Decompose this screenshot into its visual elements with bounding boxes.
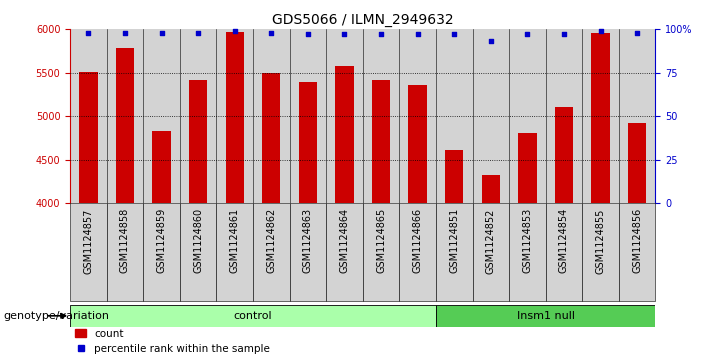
Bar bbox=[592, 33, 610, 203]
Bar bbox=[545, 29, 583, 203]
Bar bbox=[290, 203, 326, 301]
Bar bbox=[70, 305, 436, 327]
Bar bbox=[409, 85, 427, 203]
Text: GSM1124858: GSM1124858 bbox=[120, 208, 130, 273]
Bar bbox=[253, 29, 290, 203]
Point bbox=[229, 28, 240, 34]
Bar bbox=[107, 203, 143, 301]
Text: GSM1124866: GSM1124866 bbox=[413, 208, 423, 273]
Bar bbox=[189, 79, 207, 203]
Bar bbox=[70, 29, 107, 203]
Bar bbox=[545, 203, 583, 301]
Bar bbox=[619, 203, 655, 301]
Text: GSM1124860: GSM1124860 bbox=[193, 208, 203, 273]
Text: GSM1124854: GSM1124854 bbox=[559, 208, 569, 273]
Bar bbox=[143, 29, 180, 203]
Bar bbox=[583, 203, 619, 301]
Bar bbox=[554, 107, 573, 203]
Text: GSM1124859: GSM1124859 bbox=[156, 208, 167, 273]
Bar bbox=[290, 29, 326, 203]
Bar bbox=[326, 203, 363, 301]
Bar bbox=[472, 203, 509, 301]
Point bbox=[339, 31, 350, 37]
Point bbox=[559, 31, 570, 37]
Bar bbox=[400, 29, 436, 203]
Text: GSM1124853: GSM1124853 bbox=[522, 208, 532, 273]
Text: GSM1124862: GSM1124862 bbox=[266, 208, 276, 273]
Text: GSM1124856: GSM1124856 bbox=[632, 208, 642, 273]
Bar bbox=[143, 203, 180, 301]
Point bbox=[485, 38, 496, 44]
Bar bbox=[226, 32, 244, 203]
Bar bbox=[217, 29, 253, 203]
Text: genotype/variation: genotype/variation bbox=[4, 311, 109, 321]
Text: GSM1124861: GSM1124861 bbox=[230, 208, 240, 273]
Bar bbox=[628, 123, 646, 203]
Point bbox=[522, 31, 533, 37]
Point bbox=[376, 31, 387, 37]
Bar bbox=[518, 133, 536, 203]
Bar bbox=[445, 150, 463, 203]
Bar bbox=[619, 29, 655, 203]
Bar bbox=[583, 29, 619, 203]
Point bbox=[449, 31, 460, 37]
Point bbox=[412, 31, 423, 37]
Legend: count, percentile rank within the sample: count, percentile rank within the sample bbox=[75, 329, 270, 354]
Bar bbox=[363, 203, 400, 301]
Bar bbox=[253, 203, 290, 301]
Bar bbox=[335, 66, 353, 203]
Point bbox=[266, 30, 277, 36]
Text: GSM1124865: GSM1124865 bbox=[376, 208, 386, 273]
Bar bbox=[372, 79, 390, 203]
Bar bbox=[436, 29, 472, 203]
Text: GSM1124864: GSM1124864 bbox=[339, 208, 350, 273]
Bar bbox=[472, 29, 509, 203]
Point bbox=[302, 31, 313, 37]
Bar bbox=[180, 29, 217, 203]
Text: GSM1124863: GSM1124863 bbox=[303, 208, 313, 273]
Text: GSM1124855: GSM1124855 bbox=[596, 208, 606, 274]
Text: Insm1 null: Insm1 null bbox=[517, 311, 575, 321]
Bar bbox=[152, 131, 171, 203]
Bar bbox=[116, 48, 134, 203]
Text: GSM1124851: GSM1124851 bbox=[449, 208, 459, 273]
Bar bbox=[363, 29, 400, 203]
Bar bbox=[262, 73, 280, 203]
Bar bbox=[180, 203, 217, 301]
Bar bbox=[299, 82, 317, 203]
Point bbox=[595, 28, 606, 34]
Bar bbox=[436, 305, 655, 327]
Point bbox=[83, 30, 94, 36]
Bar bbox=[400, 203, 436, 301]
Bar bbox=[326, 29, 363, 203]
Bar bbox=[436, 203, 472, 301]
Title: GDS5066 / ILMN_2949632: GDS5066 / ILMN_2949632 bbox=[272, 13, 454, 26]
Bar bbox=[217, 203, 253, 301]
Text: GSM1124857: GSM1124857 bbox=[83, 208, 93, 274]
Bar bbox=[482, 175, 500, 203]
Bar bbox=[70, 203, 107, 301]
Point bbox=[156, 30, 167, 36]
Bar bbox=[509, 203, 545, 301]
Point bbox=[119, 30, 130, 36]
Bar bbox=[79, 72, 97, 203]
Text: control: control bbox=[233, 311, 272, 321]
Text: GSM1124852: GSM1124852 bbox=[486, 208, 496, 274]
Bar bbox=[509, 29, 545, 203]
Point bbox=[193, 30, 204, 36]
Bar bbox=[107, 29, 143, 203]
Point bbox=[632, 30, 643, 36]
